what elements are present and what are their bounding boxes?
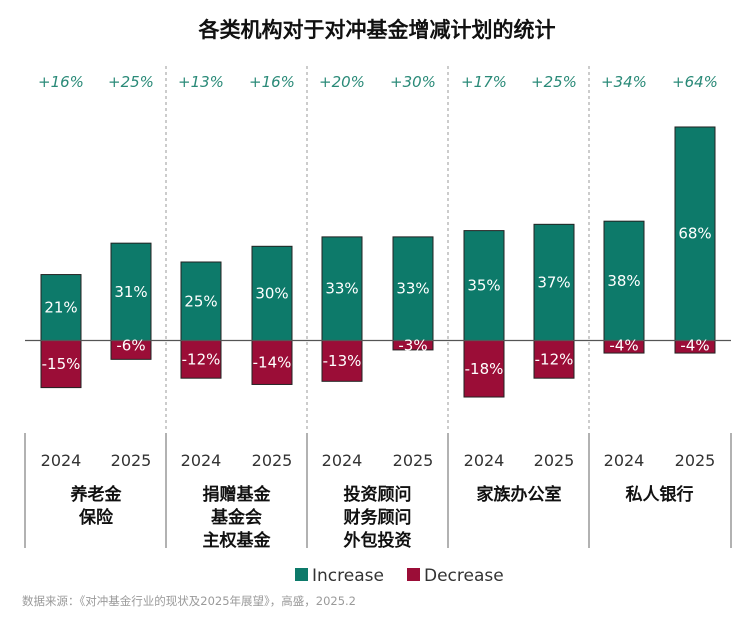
bar-increase	[321, 236, 363, 342]
year-label: 2025	[252, 451, 293, 470]
bar-label-decrease: -3%	[398, 337, 427, 355]
year-label: 2024	[464, 451, 505, 470]
net-change-label: +64%	[672, 73, 718, 91]
bar-increase	[251, 245, 293, 341]
bar-label-increase: 33%	[325, 280, 358, 298]
bar-label-decrease: -18%	[465, 360, 504, 378]
bar-label-increase: 33%	[396, 280, 429, 298]
bar-label-increase: 21%	[44, 299, 77, 317]
year-label: 2024	[322, 451, 363, 470]
net-change-labels: +16% +25% +13% +16% +20% +30% +17% +25% +34% +64%	[38, 73, 718, 91]
year-label: 2025	[111, 451, 152, 470]
net-change-label: +25%	[108, 73, 154, 91]
legend: Increase Decrease	[295, 566, 504, 586]
net-change-label: +13%	[178, 73, 224, 91]
bar-label-decrease: -15%	[42, 355, 81, 373]
year-labels: 2024 2025 2024 2025 2024 2025 2024 2025 2024 2025	[41, 451, 716, 470]
legend-label-decrease: Decrease	[424, 566, 504, 586]
year-label: 2024	[181, 451, 222, 470]
year-label: 2025	[534, 451, 575, 470]
bar-label-decrease: -12%	[535, 350, 574, 368]
legend-swatch-increase	[295, 568, 308, 581]
group-name-label: 投资顾问	[344, 484, 412, 505]
year-label: 2025	[675, 451, 716, 470]
net-change-label: +16%	[249, 73, 295, 91]
bar-label-decrease: -13%	[323, 352, 362, 370]
bar-label-increase: 25%	[184, 292, 217, 310]
group-separators	[24, 66, 732, 548]
bar-label-increase: 37%	[537, 273, 570, 291]
bar-label-increase: 31%	[114, 283, 147, 301]
chart-title: 各类机构对于对冲基金增减计划的统计	[198, 18, 556, 42]
group-name-label: 养老金	[70, 484, 123, 505]
bar-decrease	[40, 340, 82, 389]
legend-swatch-decrease	[407, 568, 420, 581]
net-change-label: +17%	[461, 73, 507, 91]
year-label: 2024	[604, 451, 645, 470]
bar-increase	[533, 223, 575, 342]
bar-increase	[392, 236, 434, 342]
bar-label-decrease: -14%	[253, 353, 292, 371]
source-note: 数据来源：《对冲基金行业的现状及2025年展望》，高盛，2025.2	[22, 594, 356, 608]
bar-decrease	[180, 340, 222, 379]
bar-label-decrease: -4%	[680, 337, 709, 355]
bar-label-increase: 38%	[607, 272, 640, 290]
group-name-label: 主权基金	[203, 530, 272, 551]
net-change-label: +34%	[601, 73, 647, 91]
bar-label-decrease: -6%	[116, 337, 145, 355]
group-name-label: 保险	[78, 507, 114, 528]
group-name-label: 基金会	[210, 507, 262, 528]
bar-value-labels: 21% -15% 31% -6% 25% -12% 30% -14% 33% -13% 33% -3%…	[42, 225, 712, 378]
bar-decrease	[321, 340, 363, 382]
bars	[40, 126, 716, 398]
bar-label-increase: 30%	[255, 284, 288, 302]
bar-label-decrease: -12%	[182, 350, 221, 368]
bar-label-increase: 35%	[467, 277, 500, 295]
bar-increase	[674, 126, 716, 342]
bar-decrease	[533, 340, 575, 379]
bar-decrease	[251, 340, 293, 385]
bar-increase	[40, 274, 82, 341]
bar-label-increase: 68%	[678, 225, 711, 243]
group-name-label: 外包投资	[344, 530, 412, 551]
net-change-label: +16%	[38, 73, 84, 91]
bar-increase	[603, 220, 645, 341]
year-label: 2025	[393, 451, 434, 470]
group-name-label: 家族办公室	[477, 484, 562, 505]
bar-increase	[463, 230, 505, 342]
net-change-label: +30%	[390, 73, 436, 91]
year-label: 2024	[41, 451, 82, 470]
bar-label-decrease: -4%	[609, 337, 638, 355]
group-name-label: 私人银行	[626, 484, 694, 505]
legend-label-increase: Increase	[312, 566, 384, 586]
group-name-label: 财务顾问	[343, 507, 412, 528]
net-change-label: +20%	[319, 73, 365, 91]
group-name-label: 捐赠基金	[203, 484, 272, 505]
net-change-label: +25%	[531, 73, 577, 91]
